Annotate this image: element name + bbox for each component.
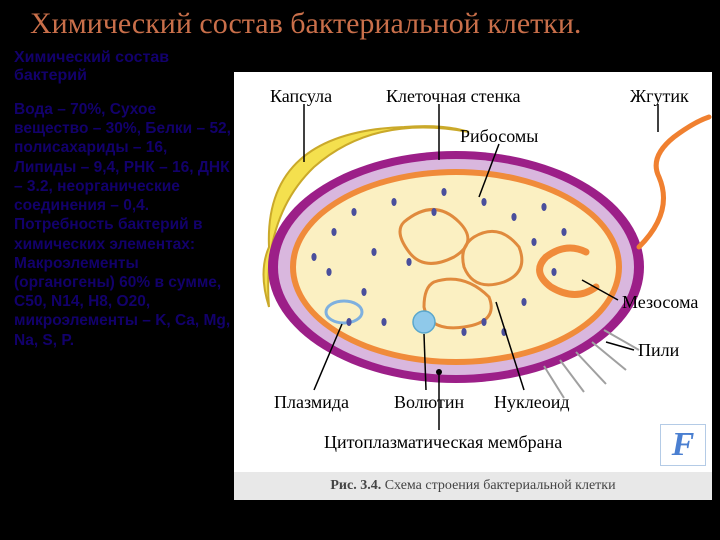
figure-caption: Рис. 3.4. Схема строения бактериальной к… <box>234 472 712 500</box>
label-cellwall: Клеточная стенка <box>386 86 521 107</box>
label-ribosomes: Рибосомы <box>460 126 538 147</box>
bacteria-diagram: Капсула Клеточная стенка Жгутик Рибосомы… <box>234 72 712 500</box>
label-cytomembrane: Цитоплазматическая мембрана <box>324 432 562 453</box>
logo-badge: F <box>660 424 706 466</box>
label-mesosome: Мезосома <box>622 292 698 313</box>
label-capsule: Капсула <box>270 86 332 107</box>
caption-prefix: Рис. 3.4. <box>330 478 384 493</box>
slide-title: Химический состав бактериальной клетки. <box>30 6 700 42</box>
caption-text: Схема строения бактериальной клетки <box>385 478 616 493</box>
body-text: Вода – 70%, Сухое вещество – 30%, Белки … <box>14 100 232 350</box>
label-volutin: Волютин <box>394 392 464 413</box>
label-pili: Пили <box>638 340 679 361</box>
slide-subtitle: Химический состав бактерий <box>14 49 214 86</box>
label-flagellum: Жгутик <box>630 86 689 107</box>
label-plasmid: Плазмида <box>274 392 349 413</box>
label-nucleoid: Нуклеоид <box>494 392 570 413</box>
